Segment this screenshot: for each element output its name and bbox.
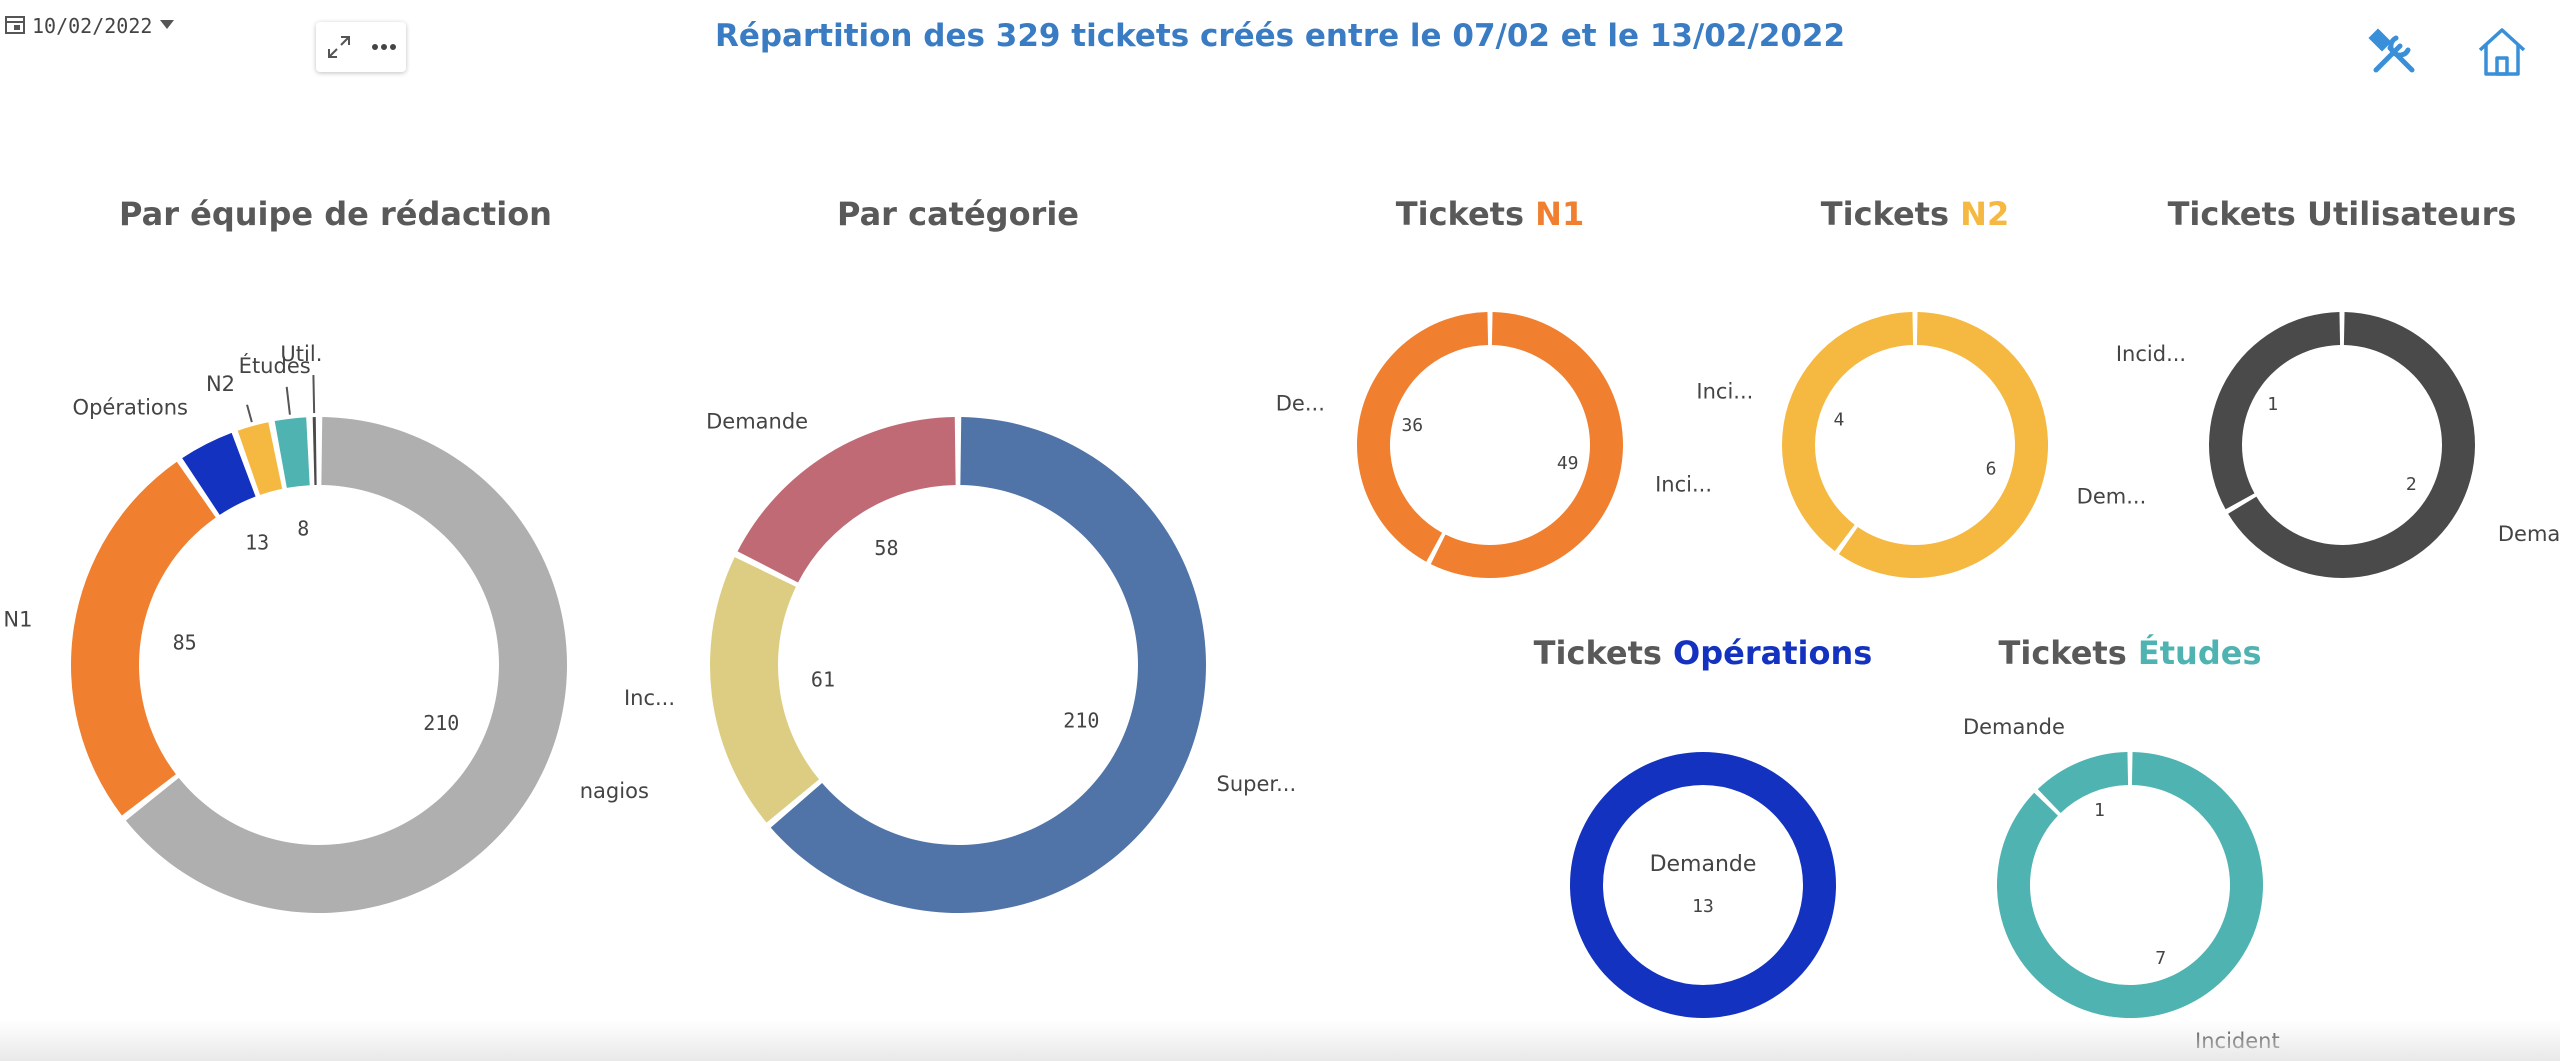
donut-equipe	[70, 417, 568, 913]
slice-label-equipe-0: nagios	[580, 779, 649, 803]
chart-title-users: Tickets Utilisateurs	[2167, 195, 2517, 233]
chart-title-etudes-prefix: Tickets	[1998, 634, 2138, 672]
chart-title-ops-prefix: Tickets	[1533, 634, 1674, 672]
home-button[interactable]	[2474, 24, 2530, 80]
leader-line-4	[285, 386, 291, 415]
slice-label-equipe-4: Études	[239, 353, 311, 378]
slice-label-equipe-1: N1	[3, 607, 32, 631]
slice-label-users-0: Dema...	[2498, 522, 2560, 546]
slice-categorie-0[interactable]	[770, 417, 1206, 913]
chart-title-ops: Tickets Opérations	[1453, 634, 1953, 672]
slice-equipe-0[interactable]	[125, 417, 568, 913]
slice-categorie-1[interactable]	[710, 557, 820, 823]
value-label-n2-0: 6	[1986, 459, 1997, 480]
date-filter[interactable]: 10/02/2022	[4, 12, 176, 40]
donut-users	[2209, 312, 2475, 578]
slice-label-n2-1: Inci...	[1696, 379, 1753, 403]
slice-equipe-3[interactable]	[237, 422, 283, 495]
slice-equipe-1[interactable]	[70, 461, 216, 816]
triangle-down-icon[interactable]	[158, 17, 176, 36]
slice-n2-1[interactable]	[1782, 312, 1914, 552]
value-label-categorie-2: 58	[874, 536, 898, 560]
slice-n1-1[interactable]	[1357, 312, 1489, 562]
chart-title-n1-prefix: Tickets	[1395, 195, 1536, 233]
slice-label-etudes-1: Demande	[1963, 715, 2065, 739]
slice-label-categorie-2: Demande	[706, 410, 808, 434]
donut-ops	[1570, 752, 1836, 1018]
calendar-icon	[4, 13, 26, 39]
value-label-etudes-0: 7	[2155, 948, 2166, 969]
value-label-users-1: 1	[2267, 394, 2278, 415]
donut-etudes	[1997, 752, 2264, 1018]
value-label-n1-1: 36	[1401, 415, 1423, 436]
slice-n1-0[interactable]	[1430, 312, 1623, 578]
expand-icon[interactable]	[321, 29, 357, 65]
value-label-categorie-1: 61	[811, 668, 835, 692]
slice-label-equipe-3: N2	[206, 372, 235, 396]
slice-label-equipe-5: Util.	[280, 342, 322, 366]
slice-equipe-2[interactable]	[182, 432, 256, 515]
slice-categorie-2[interactable]	[737, 417, 956, 583]
chart-title-categorie: Par catégorie	[836, 195, 1079, 233]
chart-title-etudes: Tickets Études	[1880, 634, 2380, 672]
donut-n1	[1357, 312, 1623, 578]
slice-users-1[interactable]	[2209, 312, 2341, 510]
value-label-equipe-0: 210	[423, 711, 459, 735]
value-label-categorie-0: 210	[1063, 709, 1099, 733]
leader-line-5	[312, 375, 316, 414]
chart-title-n1-accent: N1	[1535, 195, 1585, 233]
slice-label-n1-1: De...	[1276, 392, 1325, 416]
leader-line-3	[246, 404, 253, 423]
value-label-equipe-4: 8	[297, 516, 309, 540]
value-label-users-0: 2	[2406, 474, 2417, 495]
slice-n2-0[interactable]	[1838, 312, 2049, 578]
slice-ops-0[interactable]	[1570, 752, 1836, 1018]
value-label-n1-0: 49	[1557, 453, 1579, 474]
donut-categorie	[710, 417, 1206, 913]
chart-title-n2-accent: N2	[1960, 195, 2010, 233]
slice-label-n1-0: Inci...	[1655, 472, 1712, 496]
chart-title-equipe: Par équipe de rédaction	[119, 195, 552, 233]
slice-label-categorie-1: Inc...	[624, 686, 675, 710]
page-title: Répartition des 329 tickets créés entre …	[714, 18, 1846, 54]
slice-label-ops-0: Demande	[1650, 852, 1757, 877]
date-value: 10/02/2022	[32, 14, 153, 38]
donut-n2	[1782, 312, 2049, 578]
value-label-etudes-1: 1	[2094, 800, 2105, 821]
slice-label-categorie-0: Super...	[1217, 772, 1297, 796]
bottom-shade	[0, 1020, 2560, 1061]
slice-etudes-1[interactable]	[2037, 752, 2129, 813]
slice-equipe-5[interactable]	[312, 417, 317, 486]
chart-title-n1: Tickets N1	[1290, 195, 1690, 233]
chart-title-n2-prefix: Tickets	[1820, 195, 1961, 233]
slice-label-users-1: Incid...	[2116, 342, 2186, 366]
chart-title-n2: Tickets N2	[1715, 195, 2115, 233]
tools-button[interactable]	[2366, 24, 2422, 80]
slice-label-n2-0: Dem...	[2077, 485, 2147, 509]
value-label-equipe-2: 13	[245, 530, 269, 554]
value-label-ops-0: 13	[1692, 896, 1714, 917]
value-label-n2-1: 4	[1833, 409, 1844, 430]
tools-icon	[2368, 28, 2415, 73]
home-icon	[2478, 28, 2526, 76]
more-options-icon[interactable]	[366, 29, 402, 65]
chart-title-etudes-accent: Études	[2137, 634, 2262, 672]
slice-equipe-4[interactable]	[274, 417, 310, 488]
value-label-equipe-1: 85	[173, 631, 197, 655]
chart-toolbar	[316, 22, 406, 72]
slice-etudes-0[interactable]	[1997, 752, 2264, 1018]
top-bar: 10/02/2022 Répartition des 329 tickets c…	[0, 0, 2560, 80]
chart-title-ops-accent: Opérations	[1673, 634, 1873, 672]
slice-label-equipe-2: Opérations	[73, 396, 188, 420]
